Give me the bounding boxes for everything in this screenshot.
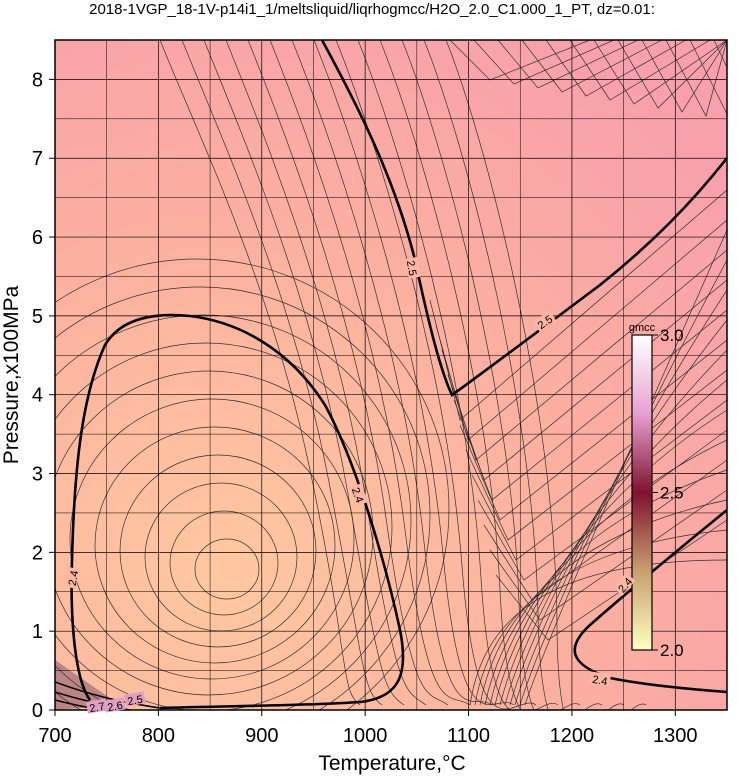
- thin-contour: [593, 40, 727, 105]
- contour-label-bg: [349, 483, 368, 507]
- contour-label: 2.6: [107, 700, 124, 714]
- contour-label: 2.4: [591, 674, 608, 688]
- thin-contour: [55, 258, 450, 710]
- thin-contour: [291, 40, 493, 706]
- thin-contour: [489, 439, 727, 706]
- contour-line: [320, 40, 727, 397]
- thin-contour: [519, 259, 727, 706]
- contour-label: 2.5: [404, 260, 418, 277]
- thin-contour: [94, 426, 336, 664]
- thin-contour: [269, 40, 471, 706]
- thin-contour: [441, 249, 727, 461]
- x-tick-label: 1000: [343, 725, 388, 747]
- y-tick-label: 3: [32, 464, 43, 486]
- colorbar-fill: [631, 334, 653, 651]
- thin-contour: [379, 40, 581, 710]
- thin-contour: [225, 40, 427, 706]
- x-tick-label: 1200: [550, 725, 595, 747]
- contour-label-bg: [589, 671, 612, 687]
- y-tick-label: 4: [32, 385, 43, 407]
- x-tick-label: 900: [245, 725, 278, 747]
- plot-frame: [54, 39, 728, 711]
- thin-contour: [497, 40, 639, 89]
- thin-contour: [423, 40, 625, 710]
- y-tick-label: 2: [32, 542, 43, 564]
- thin-contour: [55, 342, 393, 710]
- contour-label-bg: [123, 691, 146, 707]
- thin-contour: [665, 40, 727, 117]
- thin-contour: [471, 399, 727, 561]
- thin-contour: [445, 40, 647, 710]
- thin-contour: [181, 40, 383, 706]
- contour-label: 2.4: [67, 570, 81, 587]
- thin-contour: [521, 40, 663, 93]
- thin-contour: [119, 454, 317, 648]
- thin-contour: [55, 370, 374, 696]
- contour-label: 2.4: [349, 486, 366, 504]
- thin-contour: [689, 40, 727, 115]
- y-tick-label: 6: [32, 227, 43, 249]
- x-tick-label: 700: [38, 725, 71, 747]
- contour-label-bg: [613, 572, 636, 596]
- thin-contour: [69, 398, 355, 680]
- x-tick-label: 1300: [653, 725, 698, 747]
- thin-contour: [617, 40, 727, 109]
- colorbar-tick-label: 3.0: [660, 326, 684, 345]
- x-tick-label: 800: [142, 725, 175, 747]
- thin-contour: [524, 229, 727, 706]
- contour-label: 2.5: [127, 694, 144, 708]
- thin-contour: [169, 510, 279, 616]
- colorbar-label: gmcc: [629, 322, 656, 334]
- contour-labels: 2.42.42.52.52.42.42.52.62.7: [64, 256, 636, 715]
- x-tick-label: 1100: [447, 725, 490, 747]
- plot-background: [55, 40, 727, 710]
- thin-contour: [401, 40, 603, 710]
- thin-contour: [489, 489, 727, 621]
- contour-label-bg: [64, 566, 80, 589]
- thin-contour: [449, 40, 591, 81]
- thin-contour: [357, 40, 559, 710]
- thin-contour: [203, 40, 405, 706]
- thin-contour: [477, 429, 727, 581]
- thin-contour: [435, 219, 727, 441]
- colorbar-tick-label: 2.0: [660, 641, 684, 660]
- colorbar: gmcc 2.0 2.5 3.0: [629, 322, 684, 660]
- chart-title: 2018-1VGP_18-1V-p14i1_1/meltsliquid/liqr…: [89, 1, 655, 18]
- thin-contour: [473, 40, 615, 85]
- y-tick-label: 7: [32, 148, 43, 170]
- thin-contour: [55, 286, 431, 710]
- thin-contour: [55, 314, 412, 710]
- contour-label-bg: [532, 310, 557, 332]
- thin-contour: [159, 40, 361, 706]
- thin-contour: [641, 40, 727, 113]
- thin-contours: [55, 40, 727, 710]
- y-tick-label: 0: [32, 700, 43, 722]
- y-tick-label: 8: [32, 69, 43, 91]
- contour-line: [55, 681, 161, 709]
- thin-contour: [514, 289, 727, 706]
- contour-label-bg: [85, 698, 108, 714]
- thin-contour: [247, 40, 449, 706]
- thin-contour: [313, 40, 515, 706]
- contour-label: 2.7: [89, 701, 106, 715]
- y-axis-label: Pressure,x100MPa: [0, 285, 23, 464]
- contour-line: [573, 508, 727, 694]
- thin-contour: [465, 369, 727, 541]
- thin-contour: [499, 379, 727, 706]
- thin-contour: [483, 459, 727, 601]
- contour-label-bg: [103, 697, 126, 713]
- thin-contour: [484, 469, 727, 706]
- contour-line: [70, 313, 405, 710]
- y-tick-label: 5: [32, 306, 43, 328]
- contour-label-bg: [405, 256, 421, 279]
- thin-contour: [494, 409, 727, 706]
- x-axis-label: Temperature,°C: [318, 752, 465, 775]
- colorbar-tick-label: 2.5: [660, 484, 684, 503]
- thin-contour: [194, 538, 260, 600]
- y-tick-label: 1: [32, 621, 43, 643]
